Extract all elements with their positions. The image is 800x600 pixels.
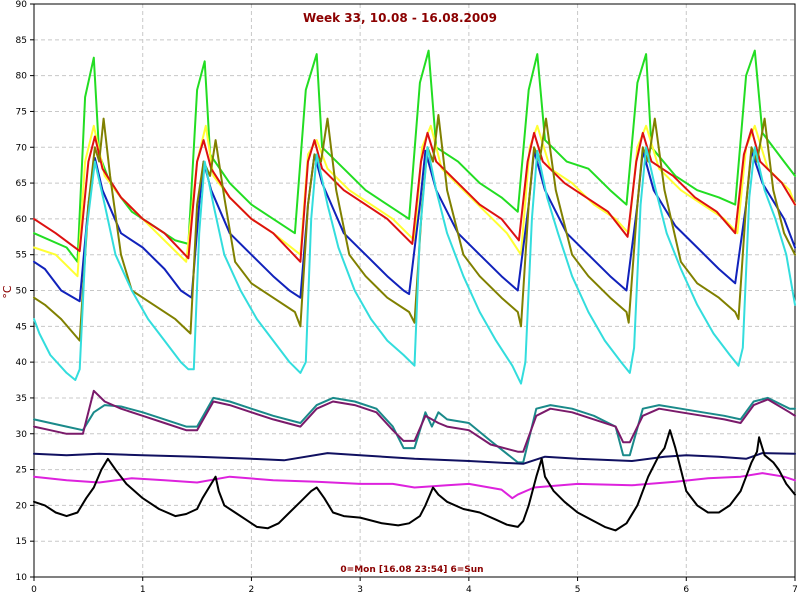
y-tick-label: 30 bbox=[16, 430, 28, 440]
x-tick-label: 7 bbox=[792, 585, 798, 595]
y-tick-label: 55 bbox=[16, 251, 27, 261]
y-tick-label: 25 bbox=[16, 466, 27, 476]
y-tick-label: 70 bbox=[16, 143, 28, 153]
series-line-7 bbox=[33, 396, 796, 464]
y-tick-label: 15 bbox=[16, 537, 27, 547]
chart-title: Week 33, 10.08 - 16.08.2009 bbox=[303, 11, 497, 25]
series-line-8 bbox=[33, 389, 796, 453]
series-line-9 bbox=[33, 452, 796, 465]
y-axis-label: °C bbox=[1, 285, 14, 299]
plot-frame bbox=[33, 3, 796, 578]
y-tick-label: 40 bbox=[16, 358, 28, 368]
y-tick-label: 80 bbox=[16, 72, 28, 82]
series-line-3 bbox=[33, 128, 796, 263]
y-tick-label: 45 bbox=[16, 322, 27, 332]
y-tick-label: 90 bbox=[16, 0, 28, 10]
grid-lines bbox=[34, 4, 795, 577]
axes bbox=[30, 3, 796, 581]
x-tick-label: 2 bbox=[249, 585, 255, 595]
series-line-11 bbox=[33, 429, 796, 532]
x-tick-label: 1 bbox=[140, 585, 146, 595]
x-tick-label: 0 bbox=[31, 585, 37, 595]
y-tick-label: 75 bbox=[16, 107, 27, 117]
x-tick-label: 6 bbox=[683, 585, 689, 595]
series-lines bbox=[33, 49, 796, 532]
x-tick-label: 4 bbox=[466, 585, 472, 595]
series-line-10 bbox=[33, 472, 796, 500]
x-tick-label: 3 bbox=[357, 585, 363, 595]
y-tick-label: 10 bbox=[16, 573, 28, 583]
series-line-6 bbox=[33, 146, 796, 385]
y-tick-label: 50 bbox=[16, 287, 28, 297]
chart-footer: 0=Mon [16.08 23:54] 6=Sun bbox=[340, 565, 483, 575]
y-tick-label: 60 bbox=[16, 215, 28, 225]
y-tick-label: 20 bbox=[16, 501, 28, 511]
y-tick-label: 35 bbox=[16, 394, 27, 404]
x-tick-label: 5 bbox=[575, 585, 581, 595]
y-tick-label: 85 bbox=[16, 36, 27, 46]
y-tick-label: 65 bbox=[16, 179, 27, 189]
